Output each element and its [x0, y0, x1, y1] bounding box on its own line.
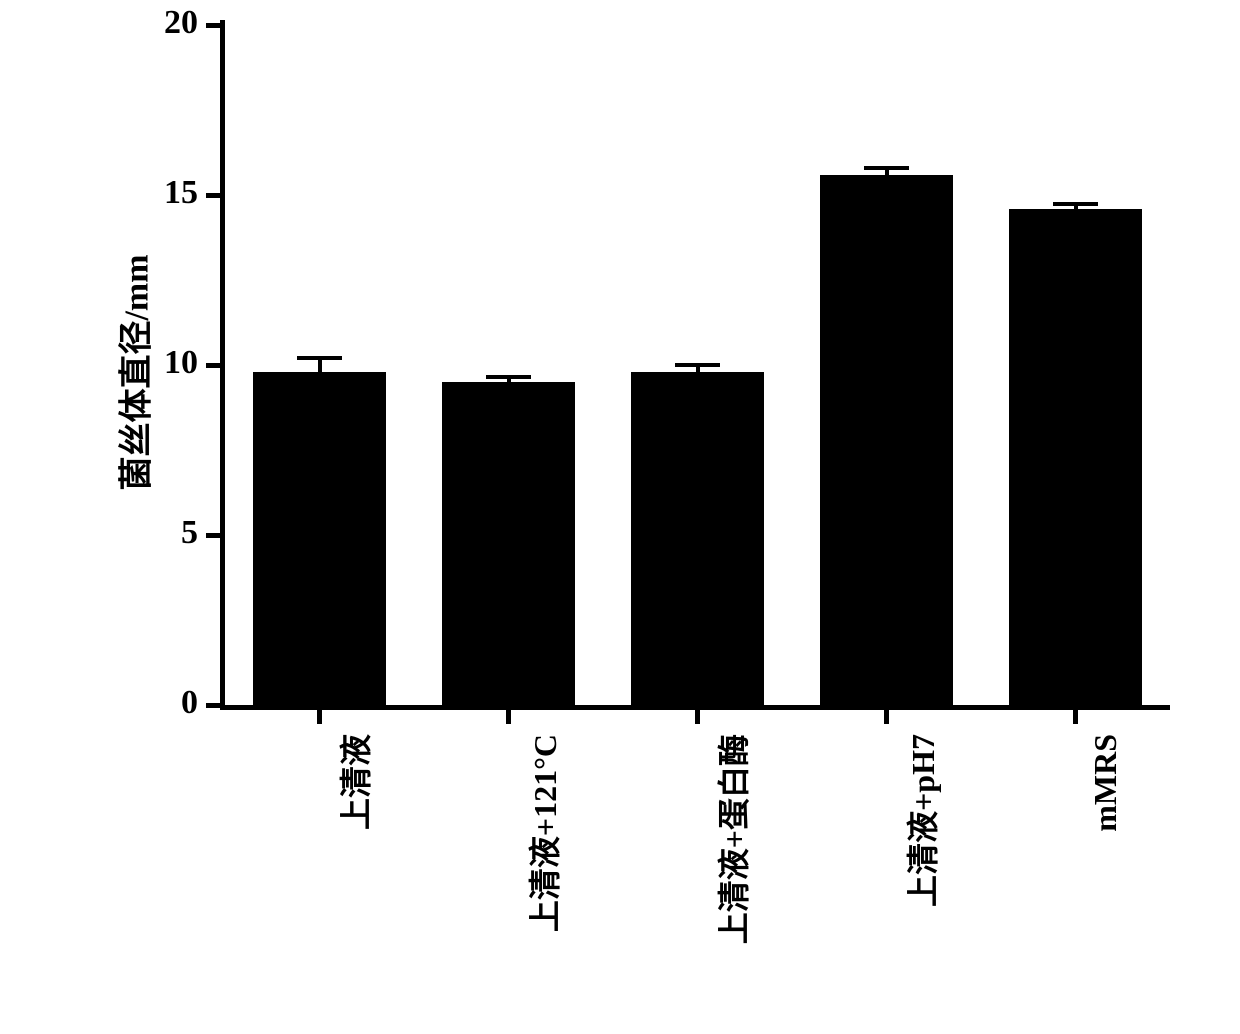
error-bar-cap: [864, 166, 909, 170]
y-tick: [206, 533, 220, 538]
x-tick: [1073, 710, 1078, 724]
error-bar: [318, 358, 322, 372]
y-tick-label: 0: [118, 684, 198, 722]
x-tick-label: mMRS: [1087, 734, 1124, 1034]
bar: [631, 372, 763, 705]
bar: [820, 175, 952, 705]
y-tick: [206, 193, 220, 198]
x-tick-label: 上清液+pH7: [898, 734, 944, 1034]
y-tick: [206, 703, 220, 708]
bar: [253, 372, 385, 705]
plot-area: 05101520菌丝体直径/mm上清液上清液+121°C上清液+蛋白酶上清液+p…: [225, 25, 1170, 705]
x-tick: [317, 710, 322, 724]
error-bar-cap: [1053, 202, 1098, 206]
x-tick-label: 上清液+121°C: [520, 734, 566, 1034]
x-tick-label: 上清液+蛋白酶: [709, 734, 755, 1034]
y-tick: [206, 23, 220, 28]
y-axis-title: 菌丝体直径/mm: [109, 173, 158, 573]
x-tick: [695, 710, 700, 724]
bar-chart: 05101520菌丝体直径/mm上清液上清液+121°C上清液+蛋白酶上清液+p…: [40, 0, 1200, 960]
x-tick: [884, 710, 889, 724]
error-bar-cap: [297, 356, 342, 360]
y-axis-line: [220, 20, 225, 705]
y-tick-label: 20: [118, 4, 198, 42]
bar: [1009, 209, 1141, 705]
error-bar-cap: [486, 375, 531, 379]
x-tick: [506, 710, 511, 724]
y-tick: [206, 363, 220, 368]
x-tick-label: 上清液: [331, 734, 377, 1034]
error-bar-cap: [675, 363, 720, 367]
bar: [442, 382, 574, 705]
